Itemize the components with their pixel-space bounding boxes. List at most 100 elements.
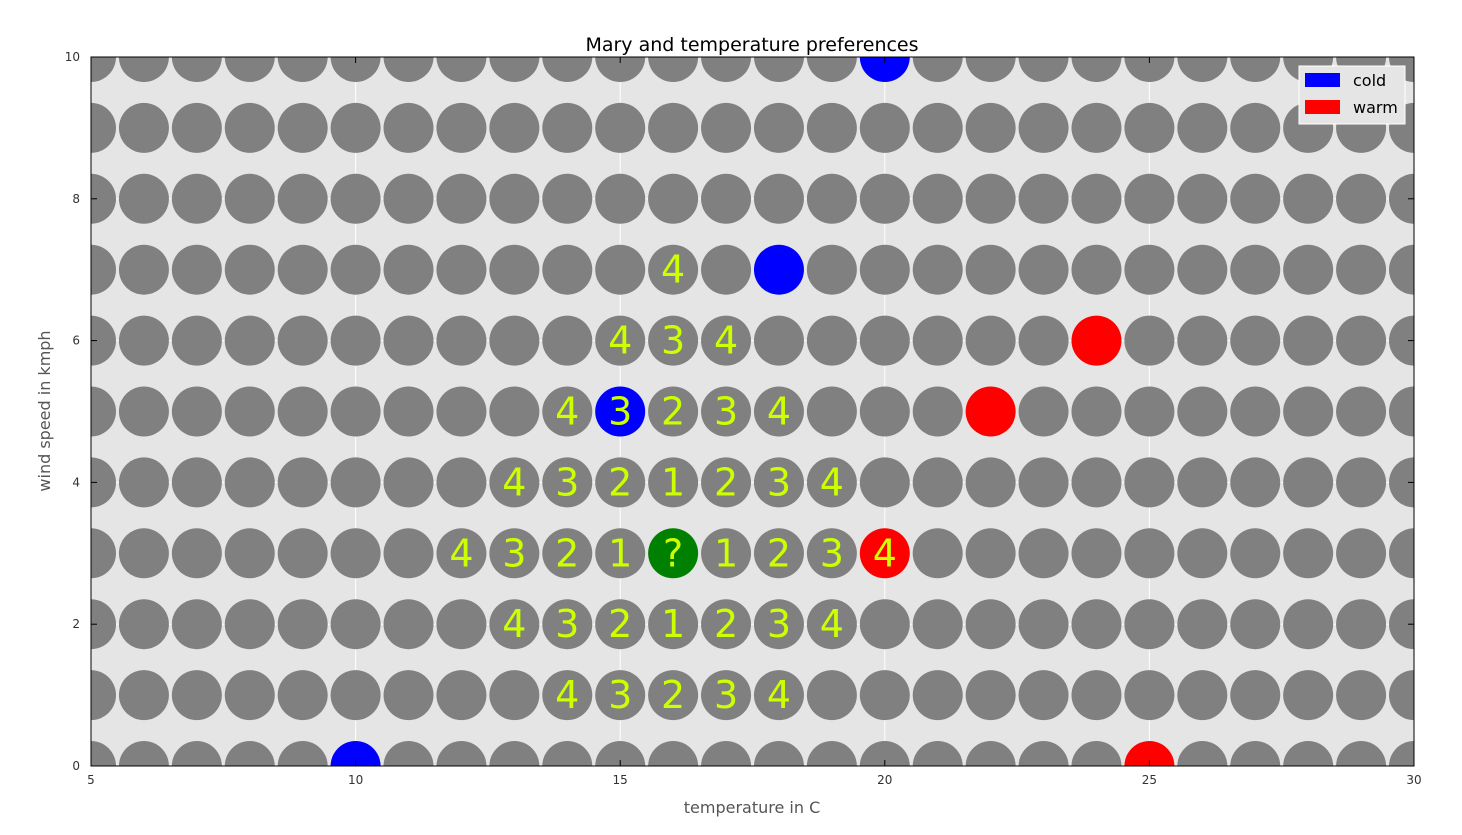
grid-point (542, 102, 593, 153)
grid-point (118, 315, 169, 366)
grid-point (118, 244, 169, 295)
grid-point (118, 57, 169, 82)
grid-point (1177, 741, 1228, 766)
grid-point (965, 57, 1016, 82)
grid-point (1230, 173, 1281, 224)
grid-point (1124, 102, 1175, 153)
distance-label: 4 (820, 460, 844, 504)
grid-point (383, 386, 434, 437)
y-tick-label: 8 (72, 192, 80, 206)
grid-point (383, 670, 434, 721)
distance-label: 4 (502, 460, 526, 504)
grid-point (489, 315, 540, 366)
grid-point (383, 244, 434, 295)
grid-point (1177, 386, 1228, 437)
grid-point (489, 599, 540, 650)
grid-point (859, 741, 910, 766)
grid-point (542, 244, 593, 295)
grid-point (806, 315, 857, 366)
distance-label: 2 (767, 531, 791, 575)
legend-swatch-warm (1305, 100, 1340, 114)
grid-point (1283, 386, 1334, 437)
grid-point (912, 528, 963, 579)
grid-point (1124, 57, 1175, 82)
grid-point (118, 173, 169, 224)
grid-point (753, 528, 804, 579)
grid-point (1336, 741, 1387, 766)
grid-point (648, 741, 699, 766)
grid-point (1336, 244, 1387, 295)
distance-label: 4 (820, 602, 844, 646)
cold-point (753, 244, 804, 295)
legend-swatch-cold (1305, 73, 1340, 87)
grid-point (701, 599, 752, 650)
grid-point (965, 741, 1016, 766)
grid-point (753, 315, 804, 366)
grid-point (436, 386, 487, 437)
grid-point (171, 670, 222, 721)
distance-label: 3 (502, 531, 526, 575)
grid-point (1230, 102, 1281, 153)
grid-point (330, 102, 381, 153)
grid-point (171, 315, 222, 366)
grid-point (965, 315, 1016, 366)
grid-point (1177, 599, 1228, 650)
grid-point (1230, 599, 1281, 650)
grid-point (436, 670, 487, 721)
grid-point (1177, 57, 1228, 82)
grid-point (489, 741, 540, 766)
grid-point (859, 244, 910, 295)
distance-label: 4 (502, 602, 526, 646)
grid-point (1071, 102, 1122, 153)
grid-point (595, 599, 646, 650)
grid-point (489, 457, 540, 508)
grid-point (912, 599, 963, 650)
grid-point (1283, 173, 1334, 224)
grid-point (1283, 670, 1334, 721)
grid-point (595, 57, 646, 82)
grid-point (383, 315, 434, 366)
grid-point (91, 173, 116, 224)
grid-point (224, 528, 275, 579)
grid-point (118, 457, 169, 508)
grid-point (1336, 315, 1387, 366)
grid-point (383, 57, 434, 82)
grid-point (489, 57, 540, 82)
y-tick-label: 0 (72, 759, 80, 773)
distance-label: 4 (767, 390, 791, 434)
grid-point (1177, 102, 1228, 153)
grid-point (648, 315, 699, 366)
grid-point (330, 173, 381, 224)
grid-point (542, 741, 593, 766)
distance-label: 4 (555, 673, 579, 717)
grid-point (701, 457, 752, 508)
grid-point (1071, 599, 1122, 650)
grid-point (753, 599, 804, 650)
grid-point (1230, 670, 1281, 721)
grid-point (224, 57, 275, 82)
grid-point (1230, 457, 1281, 508)
x-tick-label: 10 (348, 773, 363, 787)
grid-point (806, 670, 857, 721)
grid-point (1230, 741, 1281, 766)
grid-point (753, 457, 804, 508)
grid-point (383, 102, 434, 153)
grid-point (542, 173, 593, 224)
grid-point (1124, 457, 1175, 508)
grid-point (224, 102, 275, 153)
grid-point (1177, 670, 1228, 721)
grid-point (1071, 670, 1122, 721)
grid-point (595, 457, 646, 508)
grid-point (701, 670, 752, 721)
grid-point (648, 457, 699, 508)
grid-point (753, 386, 804, 437)
grid-point (542, 386, 593, 437)
grid-point (542, 57, 593, 82)
grid-point (277, 599, 328, 650)
grid-point (436, 457, 487, 508)
grid-point (436, 244, 487, 295)
grid-point (595, 670, 646, 721)
grid-point (1018, 244, 1069, 295)
grid-point (118, 386, 169, 437)
